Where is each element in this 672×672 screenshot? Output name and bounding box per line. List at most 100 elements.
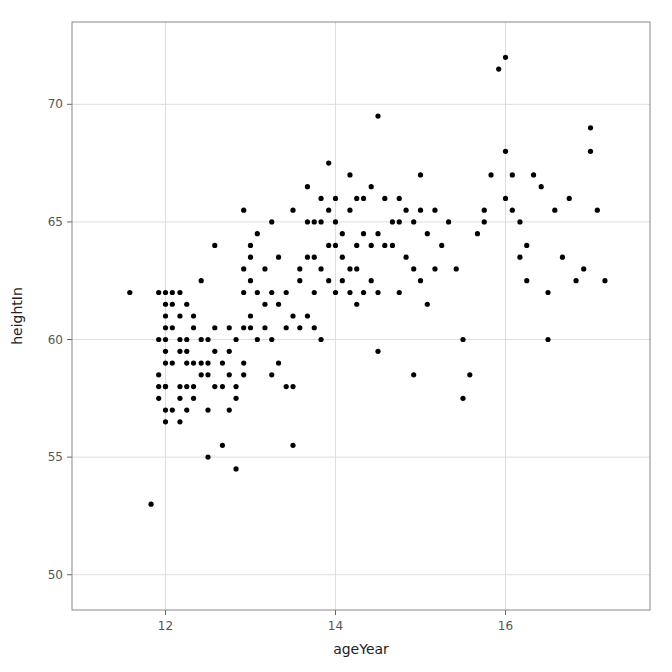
tick-label-y: 70 bbox=[48, 97, 63, 111]
point bbox=[227, 349, 232, 354]
point bbox=[290, 443, 295, 448]
point bbox=[227, 372, 232, 377]
point bbox=[177, 349, 182, 354]
point bbox=[375, 231, 380, 236]
point bbox=[191, 313, 196, 318]
point bbox=[241, 266, 246, 271]
point bbox=[560, 255, 565, 260]
point bbox=[269, 290, 274, 295]
grid-line-x bbox=[335, 22, 336, 610]
point bbox=[312, 290, 317, 295]
point bbox=[199, 360, 204, 365]
tick-mark-y bbox=[67, 574, 72, 575]
plot-background bbox=[72, 22, 650, 610]
point bbox=[184, 384, 189, 389]
point bbox=[170, 360, 175, 365]
point bbox=[233, 384, 238, 389]
point bbox=[475, 231, 480, 236]
point bbox=[382, 196, 387, 201]
point bbox=[184, 349, 189, 354]
tick-label-y: 60 bbox=[48, 333, 63, 347]
point bbox=[595, 208, 600, 213]
point bbox=[305, 313, 310, 318]
point bbox=[375, 349, 380, 354]
point bbox=[382, 243, 387, 248]
point bbox=[205, 455, 210, 460]
point bbox=[163, 419, 168, 424]
point bbox=[318, 337, 323, 342]
point bbox=[418, 172, 423, 177]
point bbox=[510, 208, 515, 213]
point bbox=[318, 266, 323, 271]
point bbox=[170, 302, 175, 307]
point bbox=[411, 372, 416, 377]
point bbox=[482, 219, 487, 224]
point bbox=[205, 372, 210, 377]
point bbox=[581, 266, 586, 271]
point bbox=[425, 302, 430, 307]
point bbox=[127, 290, 132, 295]
point bbox=[290, 313, 295, 318]
point bbox=[552, 208, 557, 213]
point bbox=[418, 208, 423, 213]
point bbox=[333, 290, 338, 295]
point bbox=[361, 290, 366, 295]
point bbox=[220, 384, 225, 389]
point bbox=[340, 231, 345, 236]
point bbox=[191, 384, 196, 389]
point bbox=[305, 255, 310, 260]
point bbox=[354, 243, 359, 248]
point bbox=[318, 219, 323, 224]
tick-mark-x bbox=[335, 610, 336, 615]
point bbox=[163, 360, 168, 365]
tick-mark-x bbox=[165, 610, 166, 615]
point bbox=[460, 396, 465, 401]
point bbox=[524, 278, 529, 283]
point bbox=[220, 360, 225, 365]
point bbox=[340, 278, 345, 283]
point bbox=[156, 384, 161, 389]
point bbox=[347, 172, 352, 177]
point bbox=[411, 266, 416, 271]
point bbox=[496, 66, 501, 71]
point bbox=[524, 243, 529, 248]
point bbox=[156, 396, 161, 401]
point bbox=[517, 255, 522, 260]
point bbox=[333, 243, 338, 248]
point bbox=[531, 172, 536, 177]
tick-label-x: 12 bbox=[158, 619, 173, 633]
point bbox=[177, 337, 182, 342]
point bbox=[340, 255, 345, 260]
point bbox=[248, 243, 253, 248]
point bbox=[567, 196, 572, 201]
point bbox=[503, 196, 508, 201]
point bbox=[163, 302, 168, 307]
point bbox=[248, 255, 253, 260]
point bbox=[432, 266, 437, 271]
point bbox=[163, 349, 168, 354]
point bbox=[163, 290, 168, 295]
point bbox=[205, 337, 210, 342]
point bbox=[177, 384, 182, 389]
point bbox=[163, 313, 168, 318]
point bbox=[170, 407, 175, 412]
tick-label-x: 14 bbox=[328, 619, 343, 633]
point bbox=[199, 337, 204, 342]
point bbox=[220, 443, 225, 448]
tick-label-x: 16 bbox=[498, 619, 513, 633]
point bbox=[503, 55, 508, 60]
point bbox=[369, 184, 374, 189]
point bbox=[269, 337, 274, 342]
point bbox=[375, 113, 380, 118]
point bbox=[255, 337, 260, 342]
point bbox=[255, 231, 260, 236]
point bbox=[269, 219, 274, 224]
point bbox=[241, 372, 246, 377]
point bbox=[212, 325, 217, 330]
point bbox=[369, 243, 374, 248]
x-axis-label: ageYear bbox=[333, 641, 389, 657]
point bbox=[482, 208, 487, 213]
point bbox=[503, 149, 508, 154]
point bbox=[184, 337, 189, 342]
point bbox=[170, 290, 175, 295]
